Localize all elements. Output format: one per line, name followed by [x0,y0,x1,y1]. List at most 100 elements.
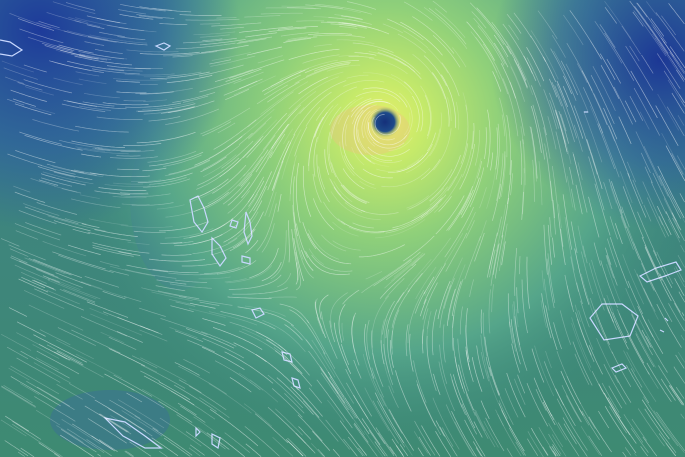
wind-streak [558,110,569,144]
wind-streak [209,59,232,65]
wind-streak [273,347,289,359]
wind-streak [136,107,173,112]
wind-streak [244,15,281,18]
wind-streak [302,400,339,442]
wind-streak [87,418,127,444]
wind-streak [411,196,443,222]
wind-streak [362,168,393,179]
wind-streak [80,194,100,199]
wind-streak [327,399,345,423]
wind-streak [542,401,556,426]
wind-streak [547,224,552,265]
wind-streak [302,54,340,64]
wind-streak [20,447,35,457]
wind-streak [480,309,482,334]
wind-streak [422,282,438,320]
wind-streak [643,288,656,312]
wind-streak [72,228,91,235]
wind-streak [531,85,547,136]
wind-streak [582,87,604,134]
wind-streak [80,281,103,290]
wind-streak [621,206,630,228]
wind-streak [527,431,544,457]
wind-streak [308,248,325,265]
wind-streak [109,399,141,419]
wind-streak [66,60,125,72]
wind-streak [554,85,575,143]
wind-streak [476,345,485,379]
wind-streak [158,381,191,401]
wind-streak [126,264,168,273]
wind-streak [569,167,574,185]
wind-streak [374,392,405,444]
wind-streak [405,324,409,357]
wind-streak [131,202,174,206]
wind-streak [607,307,618,331]
wind-streak [395,58,416,73]
wind-streak [454,356,465,394]
wind-streak [604,6,617,24]
wind-streak [496,153,504,201]
wind-streak [448,192,472,231]
wind-streak [431,309,437,356]
wind-streak [326,64,361,72]
wind-streak [563,423,577,445]
wind-streak [632,179,644,204]
wind-streak [348,226,384,234]
wind-streak [167,100,215,114]
wind-streak [137,172,193,184]
wind-streak [680,413,685,419]
wind-streak [622,451,627,457]
wind-streak [457,338,470,392]
wind-streak [510,319,521,365]
island [0,39,24,57]
wind-streak [271,171,279,191]
wind-streak [169,327,198,339]
wind-streak [311,339,336,378]
wind-streak [601,382,620,413]
wind-streak [406,128,441,174]
wind-streak [102,311,150,331]
wind-streak [36,202,78,215]
wind-streak [407,154,424,167]
wind-streak [123,143,162,146]
wind-streak [530,30,559,80]
wind-streak [570,188,576,211]
wind-streak [490,244,499,286]
wind-streak [313,136,318,177]
wind-streak [278,344,310,376]
wind-streak [120,3,166,12]
wind-streak [466,21,495,61]
wind-streak [371,295,390,348]
wind-streak [530,105,542,153]
wind-streak [165,108,220,125]
wind-streak [18,260,55,276]
wind-streak [366,320,371,360]
wind-streak [311,254,353,272]
wind-streak [389,340,394,368]
wind-streak [216,17,237,19]
wind-streak [489,367,500,396]
wind-streak [113,374,153,397]
wind-streak [89,307,109,316]
wind-streak [527,438,539,456]
wind-streak [75,17,129,29]
wind-streak [570,221,578,253]
wind-streak [606,58,622,84]
wind-streak [333,187,367,213]
wind-streak [225,88,250,101]
wind-streak [433,373,441,396]
wind-streak [510,173,513,196]
wind-streak [552,200,556,219]
wind-streak [42,240,87,257]
wind-streak [372,141,405,149]
wind-streak [483,420,499,448]
wind-streak [356,104,377,154]
wind-streak [170,390,216,420]
wind-streak [469,2,505,45]
wind-streak [609,237,630,289]
wind-streak [158,400,193,423]
wind-streak [543,127,551,159]
